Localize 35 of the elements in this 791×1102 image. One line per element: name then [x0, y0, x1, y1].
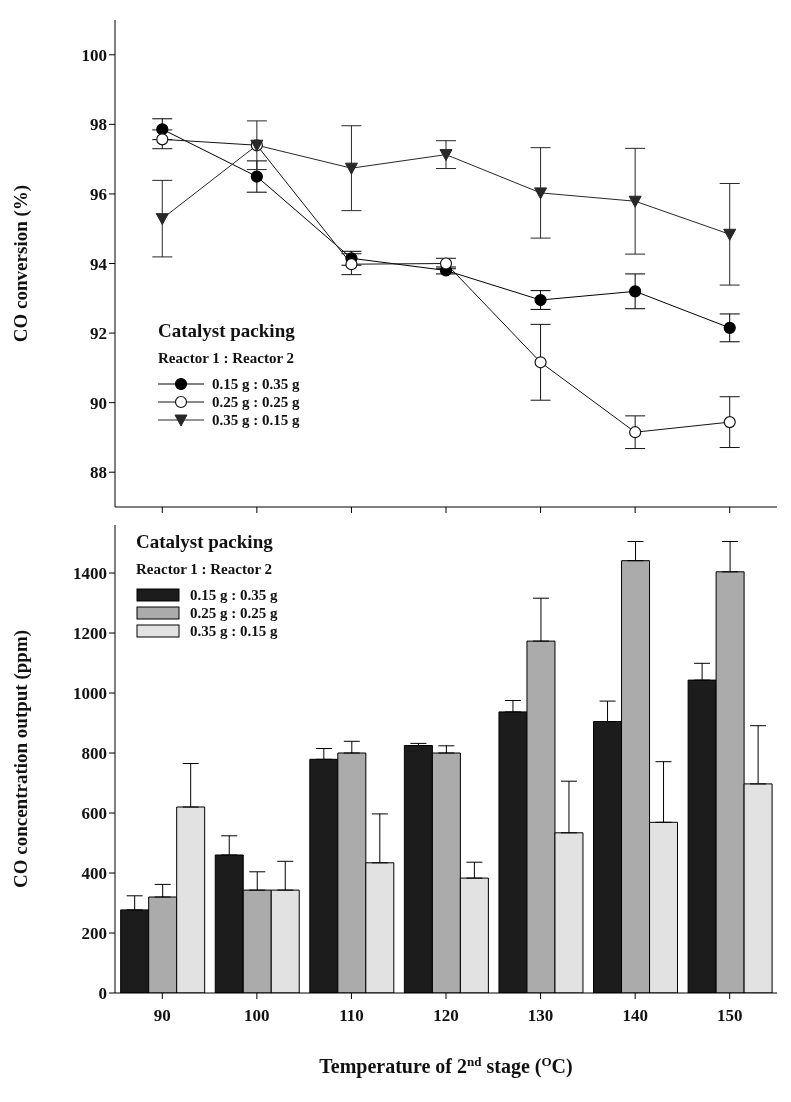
y-tick-label: 94 [90, 254, 108, 274]
legend-label: 0.35 g : 0.15 g [212, 411, 300, 429]
x-tick-label: 140 [622, 1006, 648, 1026]
y-axis-title: CO concentration output (ppm) [9, 629, 32, 889]
y-tick-label: 400 [81, 864, 107, 884]
x-tick-label: 110 [339, 1006, 364, 1026]
y-tick-label: 1000 [73, 684, 107, 704]
x-tick-label: 90 [153, 1006, 171, 1026]
y-tick-label: 200 [81, 924, 107, 944]
x-axis-title: Temperature of 2$^{nd}$ stage ($^{O}$C) [319, 1053, 573, 1078]
x-tick-label: 130 [527, 1006, 554, 1026]
y-tick-label: 98 [90, 115, 107, 135]
legend-title: Catalyst packing [158, 320, 296, 342]
legend-label: 0.15 g : 0.35 g [212, 375, 300, 393]
y-tick-label: 100 [81, 45, 107, 65]
legend-label: 0.25 g : 0.25 g [212, 393, 300, 411]
x-tick-label: 100 [244, 1006, 270, 1026]
legend-label: 0.25 g : 0.25 g [190, 604, 278, 622]
legend-title: Catalyst packing [136, 531, 274, 553]
y-tick-label: 92 [90, 324, 107, 344]
annotation: Reactor 1 : Reactor 2 [136, 561, 274, 578]
y-tick-label: 96 [90, 184, 107, 204]
y-tick-label: 88 [90, 463, 107, 483]
y-tick-label: 1400 [73, 564, 107, 584]
y-tick-label: 0 [98, 984, 107, 1004]
x-tick-label: 150 [716, 1006, 743, 1026]
y-axis-title: CO conversion (%) [9, 184, 32, 343]
y-tick-label: 600 [81, 804, 107, 824]
legend-label: 0.35 g : 0.15 g [190, 622, 278, 640]
annotation: Reactor 1 : Reactor 2 [158, 350, 296, 367]
legend-label: 0.15 g : 0.35 g [190, 586, 278, 604]
y-tick-label: 1200 [73, 624, 107, 644]
x-tick-label: 120 [433, 1006, 459, 1026]
y-tick-label: 800 [81, 744, 107, 764]
y-tick-label: 90 [90, 393, 107, 413]
